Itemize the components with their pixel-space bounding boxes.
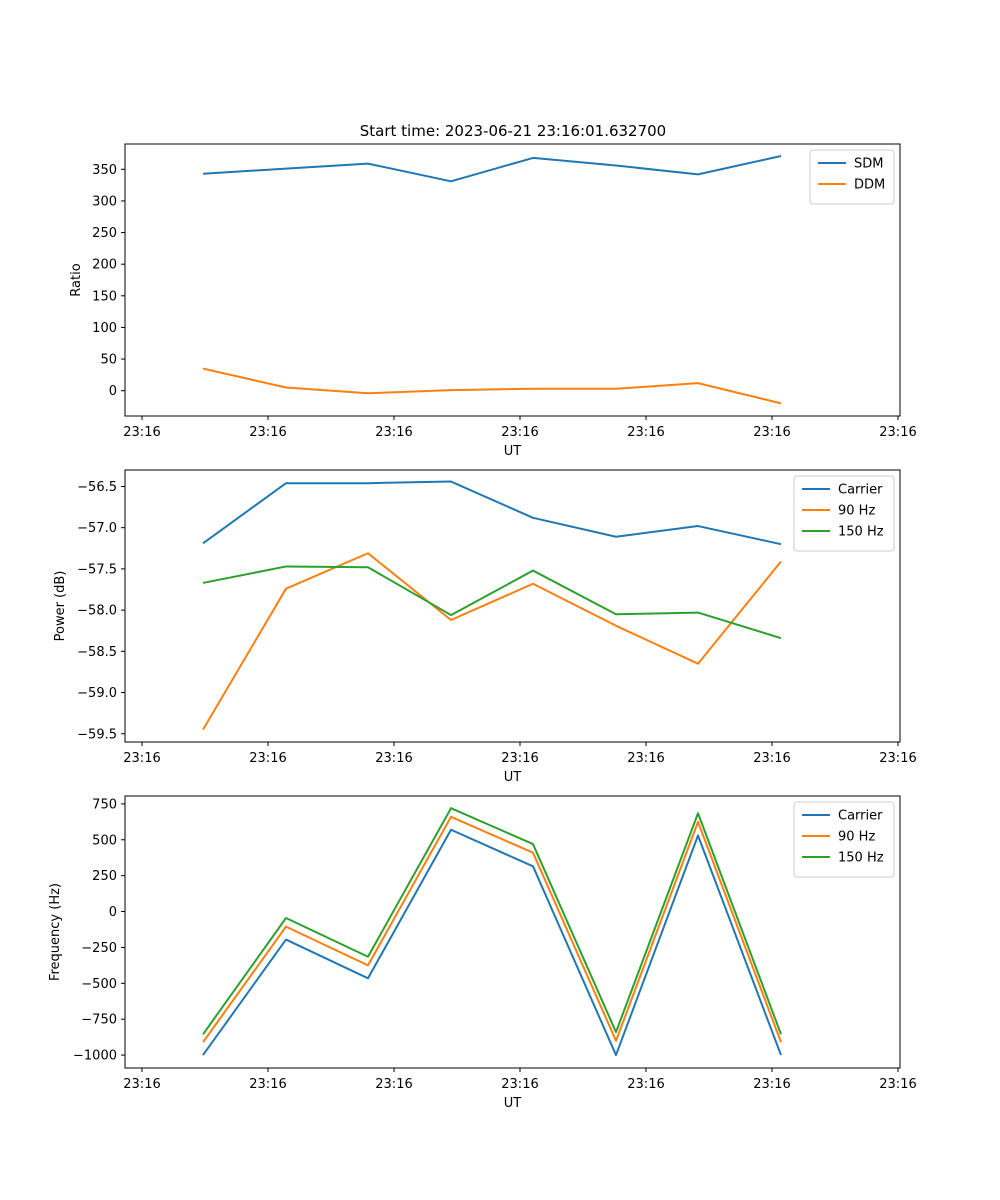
- power-y-tick-label: −59.5: [77, 727, 117, 742]
- ratio-x-tick-label: 23:16: [753, 425, 790, 440]
- plot-ratio: 23:16 23:16 23:16 23:16 23:16 23:16 23:16 0 50 10…: [69, 143, 917, 459]
- power-x-tick-label: 23:16: [375, 751, 412, 766]
- ratio-y-tick-label: 100: [92, 321, 117, 336]
- ratio-series-sdm: [202, 155, 782, 183]
- ratio-y-axis-label: Ratio: [69, 263, 84, 296]
- frequency-series-carrier: [202, 828, 782, 1057]
- frequency-x-tick-label: 23:16: [627, 1077, 664, 1092]
- frequency-axes-frame: [124, 795, 901, 1069]
- power-x-tick-label: 23:16: [123, 751, 160, 766]
- frequency-y-tick-label: 750: [92, 797, 117, 812]
- ratio-x-tick-label: 23:16: [879, 425, 916, 440]
- frequency-y-tick-label: −1000: [73, 1049, 117, 1064]
- power-axes-frame: [124, 469, 901, 743]
- power-x-tick-label: 23:16: [879, 751, 916, 766]
- frequency-y-tick-label: −250: [81, 941, 117, 956]
- frequency-x-tick-label: 23:16: [249, 1077, 286, 1092]
- ratio-y-tick-label: 250: [92, 226, 117, 241]
- ratio-y-tick-label: 0: [109, 384, 117, 399]
- ratio-y-tick-label: 50: [100, 353, 117, 368]
- frequency-y-tick-label: 500: [92, 833, 117, 848]
- power-y-axis-label: Power (dB): [53, 571, 68, 642]
- power-x-tick-label: 23:16: [753, 751, 790, 766]
- ratio-x-tick-label: 23:16: [627, 425, 664, 440]
- power-legend-label: 150 Hz: [838, 525, 884, 540]
- ratio-y-tick-label: 300: [92, 194, 117, 209]
- power-x-tick-label: 23:16: [249, 751, 286, 766]
- ratio-x-axis-label: UT: [504, 444, 522, 459]
- frequency-legend-label: 90 Hz: [838, 830, 875, 845]
- power-x-axis-label: UT: [504, 770, 522, 785]
- frequency-y-tick-label: −750: [81, 1013, 117, 1028]
- frequency-y-tick-label: 0: [109, 905, 117, 920]
- ratio-legend-label: DDM: [854, 178, 885, 193]
- power-y-tick-label: −57.5: [77, 562, 117, 577]
- ratio-y-tick-label: 200: [92, 258, 117, 273]
- frequency-legend-label: Carrier: [838, 809, 883, 824]
- frequency-series-90-hz: [202, 815, 782, 1043]
- power-y-tick-label: −58.5: [77, 645, 117, 660]
- frequency-x-tick-label: 23:16: [375, 1077, 412, 1092]
- plot-frequency: 23:16 23:16 23:16 23:16 23:16 23:16 23:16 −1000…: [48, 795, 917, 1111]
- frequency-series-150-hz: [202, 807, 782, 1035]
- ratio-x-tick-label: 23:16: [501, 425, 538, 440]
- frequency-x-tick-label: 23:16: [123, 1077, 160, 1092]
- chart-title: Start time: 2023-06-21 23:16:01.632700: [360, 122, 666, 140]
- ratio-axes-frame: [124, 143, 901, 417]
- ratio-legend-label: SDM: [854, 157, 883, 172]
- power-series-90-hz: [202, 552, 782, 731]
- ratio-legend: SDM DDM: [809, 149, 895, 205]
- power-y-tick-label: −56.5: [77, 480, 117, 495]
- ratio-y-tick-label: 150: [92, 289, 117, 304]
- power-y-tick-label: −59.0: [77, 686, 117, 701]
- frequency-y-tick-label: −500: [81, 977, 117, 992]
- power-legend-box: [793, 475, 895, 552]
- frequency-y-axis-label: Frequency (Hz): [48, 883, 63, 981]
- frequency-x-tick-label: 23:16: [753, 1077, 790, 1092]
- plot-power: 23:16 23:16 23:16 23:16 23:16 23:16 23:16 −59.5…: [53, 469, 917, 785]
- power-x-tick-label: 23:16: [627, 751, 664, 766]
- power-legend: Carrier 90 Hz 150 Hz: [793, 475, 895, 552]
- power-series-150-hz: [202, 565, 782, 640]
- frequency-legend-box: [793, 801, 895, 878]
- power-legend-label: Carrier: [838, 483, 883, 498]
- frequency-x-axis-label: UT: [504, 1096, 522, 1111]
- ratio-x-tick-label: 23:16: [123, 425, 160, 440]
- frequency-legend-label: 150 Hz: [838, 851, 884, 866]
- frequency-legend: Carrier 90 Hz 150 Hz: [793, 801, 895, 878]
- ratio-x-tick-label: 23:16: [249, 425, 286, 440]
- ratio-series-ddm: [202, 367, 782, 405]
- power-legend-label: 90 Hz: [838, 504, 875, 519]
- ratio-x-tick-label: 23:16: [375, 425, 412, 440]
- frequency-y-tick-label: 250: [92, 869, 117, 884]
- power-x-tick-label: 23:16: [501, 751, 538, 766]
- power-y-tick-label: −58.0: [77, 604, 117, 619]
- frequency-x-tick-label: 23:16: [879, 1077, 916, 1092]
- ratio-y-tick-label: 350: [92, 163, 117, 178]
- power-y-tick-label: −57.0: [77, 521, 117, 536]
- power-series-carrier: [202, 480, 782, 546]
- frequency-x-tick-label: 23:16: [501, 1077, 538, 1092]
